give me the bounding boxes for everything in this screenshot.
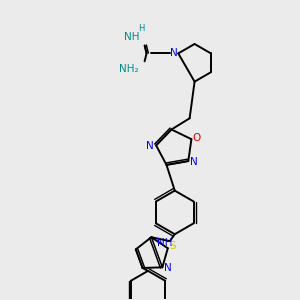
Text: NH: NH — [124, 32, 140, 42]
Text: N: N — [164, 263, 172, 273]
Text: O: O — [192, 133, 200, 143]
Text: N: N — [190, 157, 198, 167]
Text: H: H — [138, 24, 145, 33]
Text: S: S — [169, 241, 176, 251]
Text: NH₂: NH₂ — [119, 64, 139, 74]
Text: N: N — [170, 48, 178, 59]
Text: NH: NH — [157, 238, 172, 248]
Text: N: N — [146, 141, 154, 152]
